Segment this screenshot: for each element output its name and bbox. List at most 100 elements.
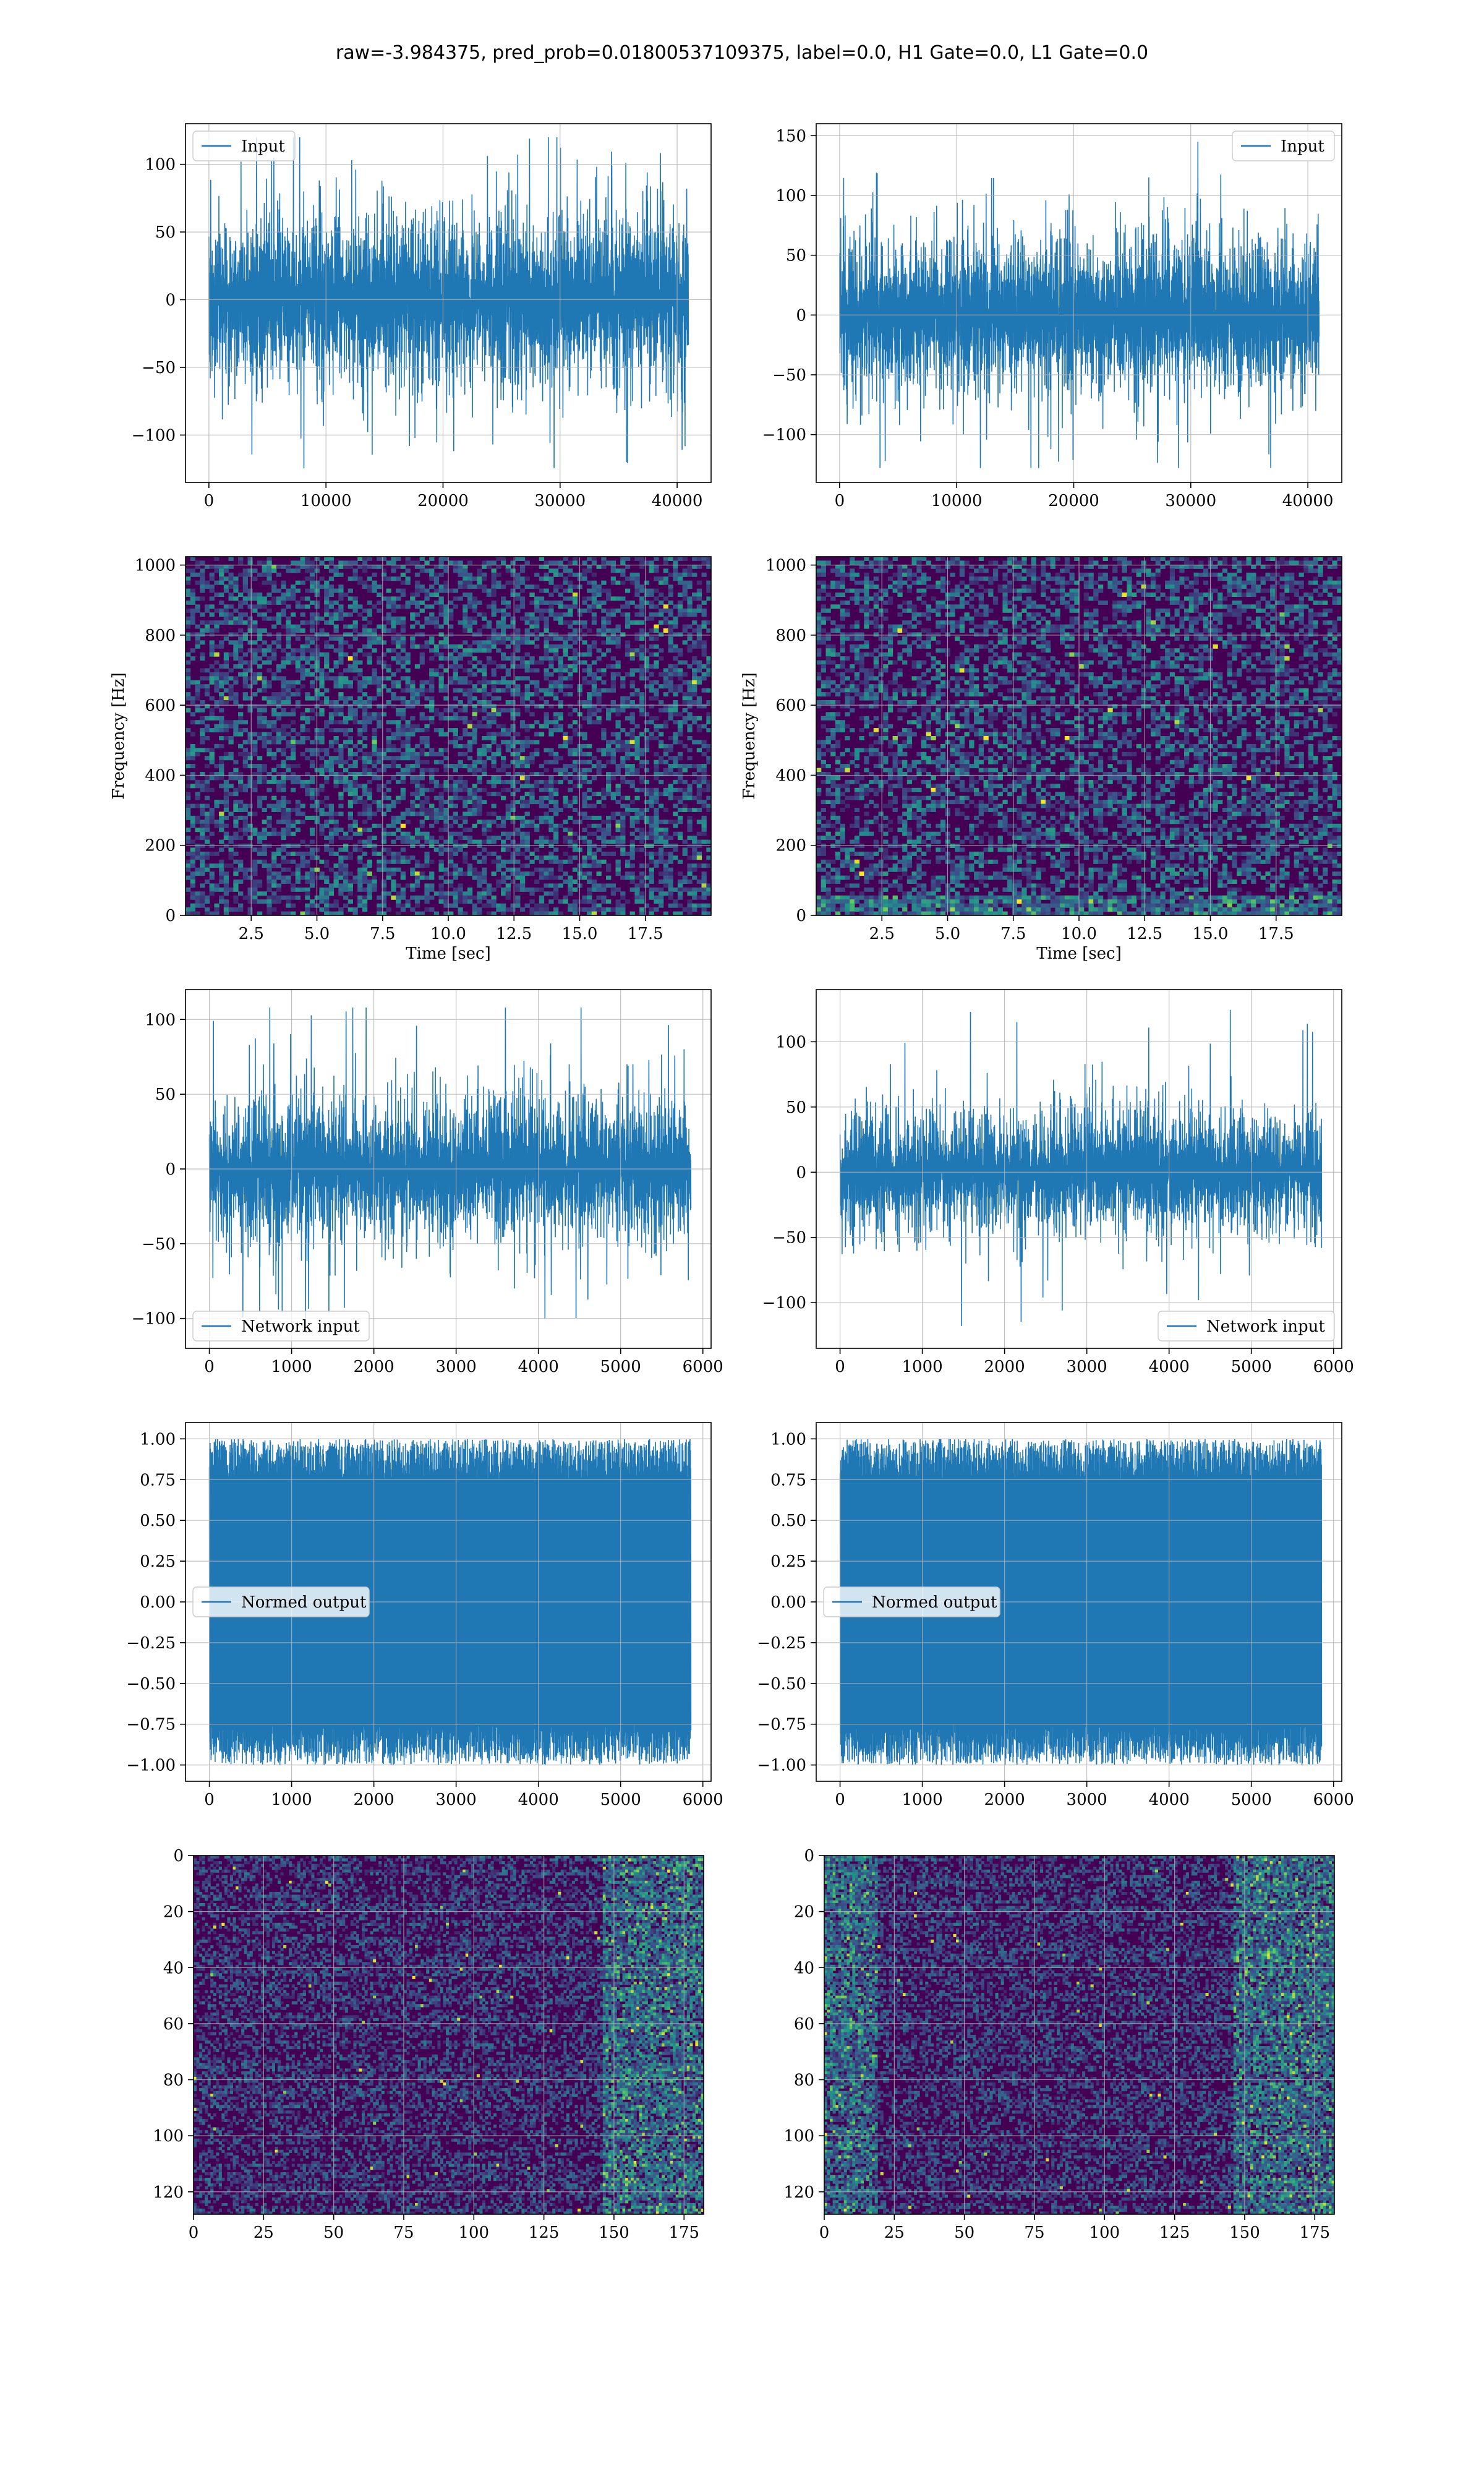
l1-spectrogram-xtick-label: 12.5 [1127, 925, 1162, 943]
l1-network-input-xtick-label: 4000 [1149, 1358, 1190, 1376]
figure-title: raw=-3.984375, pred_prob=0.0180053710937… [0, 42, 1484, 64]
l1-input-xtick-label: 30000 [1165, 492, 1216, 510]
l1-normed-output-chart: 0 1000 2000 3000 4000 5000 6000 −1.00 −0.75 −0.50… [757, 1422, 1354, 1809]
h1-normed-output-xtick-label: 4000 [518, 1791, 559, 1809]
h1-network-input-xtick-label: 6000 [683, 1358, 723, 1376]
l1-spectrogram-xtick-label: 15.0 [1193, 925, 1229, 943]
l1-spectrogram-ytick-label: 200 [775, 837, 806, 855]
h1-input-xtick-label: 0 [204, 492, 215, 510]
h1-network-input-chart: 0 1000 2000 3000 4000 5000 6000 −100 −50 0 50 100 Ne… [132, 989, 723, 1376]
h1-input-frame [185, 123, 712, 483]
h1-normed-output-ytick-label: 0.00 [140, 1593, 176, 1612]
h1-feature-map-xtick-label: 75 [393, 2224, 414, 2242]
h1-feature-map-ytick-label: 60 [163, 2015, 184, 2034]
l1-normed-output-xtick-label: 0 [835, 1791, 845, 1809]
l1-feature-map-ytick-label: 20 [794, 1903, 814, 1922]
l1-feature-map-plot-area [824, 1856, 1334, 2214]
h1-network-input-plot-area [208, 1007, 692, 1331]
l1-input-chart: 0 10000 20000 30000 40000 −100 −50 0 50 100 150 Inp… [762, 123, 1342, 510]
h1-normed-output-xtick-label: 1000 [271, 1791, 312, 1809]
l1-network-input-series-line [839, 1009, 1323, 1326]
l1-input-xtick-label: 20000 [1048, 492, 1099, 510]
h1-spectrogram-ytick-label: 200 [145, 837, 176, 855]
l1-feature-map-xtick-label: 175 [1299, 2224, 1330, 2242]
h1-network-input-ytick-label: 50 [155, 1085, 176, 1104]
h1-input-xtick-label: 20000 [417, 492, 469, 510]
h1-feature-map-ytick-label: 100 [153, 2127, 184, 2146]
h1-normed-output-plot-area [208, 1439, 692, 1765]
l1-spectrogram-ylabel: Frequency [Hz] [740, 672, 759, 800]
l1-network-input-xtick-label: 6000 [1313, 1358, 1354, 1376]
h1-feature-map-ytick-label: 0 [173, 1847, 184, 1865]
h1-spectrogram-xtick-label: 12.5 [496, 925, 532, 943]
l1-input-series-line [839, 142, 1320, 468]
l1-feature-map-ytick-label: 80 [794, 2071, 814, 2090]
h1-feature-map-xtick-label: 175 [668, 2224, 699, 2242]
l1-input-xtick-label: 0 [835, 492, 845, 510]
h1-normed-output-xtick-label: 0 [204, 1791, 215, 1809]
l1-spectrogram-ytick-label: 800 [775, 627, 806, 645]
l1-feature-map-ytick-label: 0 [804, 1847, 814, 1865]
h1-network-input-legend-label: Network input [241, 1317, 360, 1336]
l1-normed-output-legend-label: Normed output [872, 1593, 997, 1612]
l1-normed-output-plot-area [839, 1439, 1323, 1765]
h1-normed-output-ytick-label: −1.00 [126, 1757, 176, 1775]
h1-normed-output-ytick-label: −0.50 [126, 1675, 176, 1693]
h1-spectrogram-ytick-label: 0 [165, 907, 176, 925]
l1-normed-output-ytick-label: −0.50 [757, 1675, 806, 1693]
l1-network-input-ytick-label: −100 [762, 1294, 806, 1312]
h1-normed-output-legend: Normed output [192, 1586, 370, 1617]
l1-normed-output-xtick-label: 5000 [1231, 1791, 1272, 1809]
l1-input-legend: Input [1232, 131, 1335, 161]
h1-feature-map-ytick-label: 20 [163, 1903, 184, 1922]
h1-normed-output-series-line [208, 1439, 692, 1765]
l1-input-xtick-label: 10000 [931, 492, 983, 510]
l1-spectrogram-ytick-label: 1000 [765, 557, 806, 575]
l1-normed-output-ytick-label: 1.00 [770, 1430, 806, 1449]
h1-spectrogram-xtick-label: 5.0 [304, 925, 330, 943]
h1-spectrogram-ylabel: Frequency [Hz] [109, 672, 128, 800]
h1-input-ytick-label: −50 [142, 359, 176, 377]
h1-network-input-xtick-label: 3000 [436, 1358, 477, 1376]
l1-normed-output-ytick-label: 0.25 [770, 1552, 806, 1571]
h1-normed-output-ytick-label: −0.75 [126, 1716, 176, 1734]
l1-network-input-xtick-label: 2000 [984, 1358, 1025, 1376]
l1-spectrogram-xtick-label: 2.5 [869, 925, 895, 943]
h1-input-ytick-label: 0 [165, 291, 176, 310]
h1-network-input-xtick-label: 4000 [518, 1358, 559, 1376]
h1-feature-map-chart: 0 25 50 75 100 125 150 175 0 20 40 60 80 100 120 [153, 1847, 704, 2242]
l1-input-ytick-label: 150 [775, 127, 806, 145]
h1-feature-map-xtick-label: 125 [529, 2224, 560, 2242]
l1-feature-map-xtick-label: 100 [1089, 2224, 1120, 2242]
h1-feature-map-xtick-label: 100 [458, 2224, 489, 2242]
l1-feature-map-xtick-label: 0 [819, 2224, 830, 2242]
h1-network-input-ytick-label: −100 [132, 1310, 176, 1329]
h1-normed-output-ytick-label: 0.25 [140, 1552, 176, 1571]
l1-spectrogram-xtick-label: 5.0 [935, 925, 960, 943]
l1-network-input-xtick-label: 3000 [1067, 1358, 1107, 1376]
h1-input-series-line [208, 137, 689, 469]
h1-normed-output-ytick-label: 1.00 [140, 1430, 176, 1449]
h1-normed-output-xtick-label: 3000 [436, 1791, 477, 1809]
h1-feature-map-ytick-label: 120 [153, 2183, 184, 2202]
h1-spectrogram-xtick-label: 7.5 [370, 925, 395, 943]
h1-input-legend-label: Input [241, 137, 285, 156]
h1-input-ytick-label: 50 [155, 223, 176, 242]
l1-network-input-xtick-label: 0 [835, 1358, 845, 1376]
l1-input-ytick-label: 100 [775, 187, 806, 205]
l1-network-input-legend: Network input [1158, 1311, 1335, 1342]
l1-spectrogram-ytick-label: 600 [775, 696, 806, 715]
h1-input-chart: 0 10000 20000 30000 40000 −100 −50 0 50 100 Input [132, 123, 712, 510]
h1-spectrogram-xtick-label: 2.5 [239, 925, 264, 943]
h1-network-input-ytick-label: 100 [145, 1011, 176, 1029]
l1-network-input-xtick-label: 5000 [1231, 1358, 1272, 1376]
h1-normed-output-ytick-label: 0.75 [140, 1471, 176, 1489]
h1-network-input-legend: Network input [192, 1311, 370, 1342]
h1-spectrogram-xtick-label: 10.0 [430, 925, 466, 943]
h1-input-ytick-label: −100 [132, 426, 176, 445]
l1-feature-map-ytick-label: 100 [783, 2127, 814, 2146]
h1-input-plot-area [208, 137, 689, 469]
h1-feature-map-xtick-label: 0 [189, 2224, 199, 2242]
h1-normed-output-xtick-label: 2000 [354, 1791, 394, 1809]
l1-feature-map-chart: 0 25 50 75 100 125 150 175 0 20 40 60 80 100 120 [783, 1847, 1335, 2242]
